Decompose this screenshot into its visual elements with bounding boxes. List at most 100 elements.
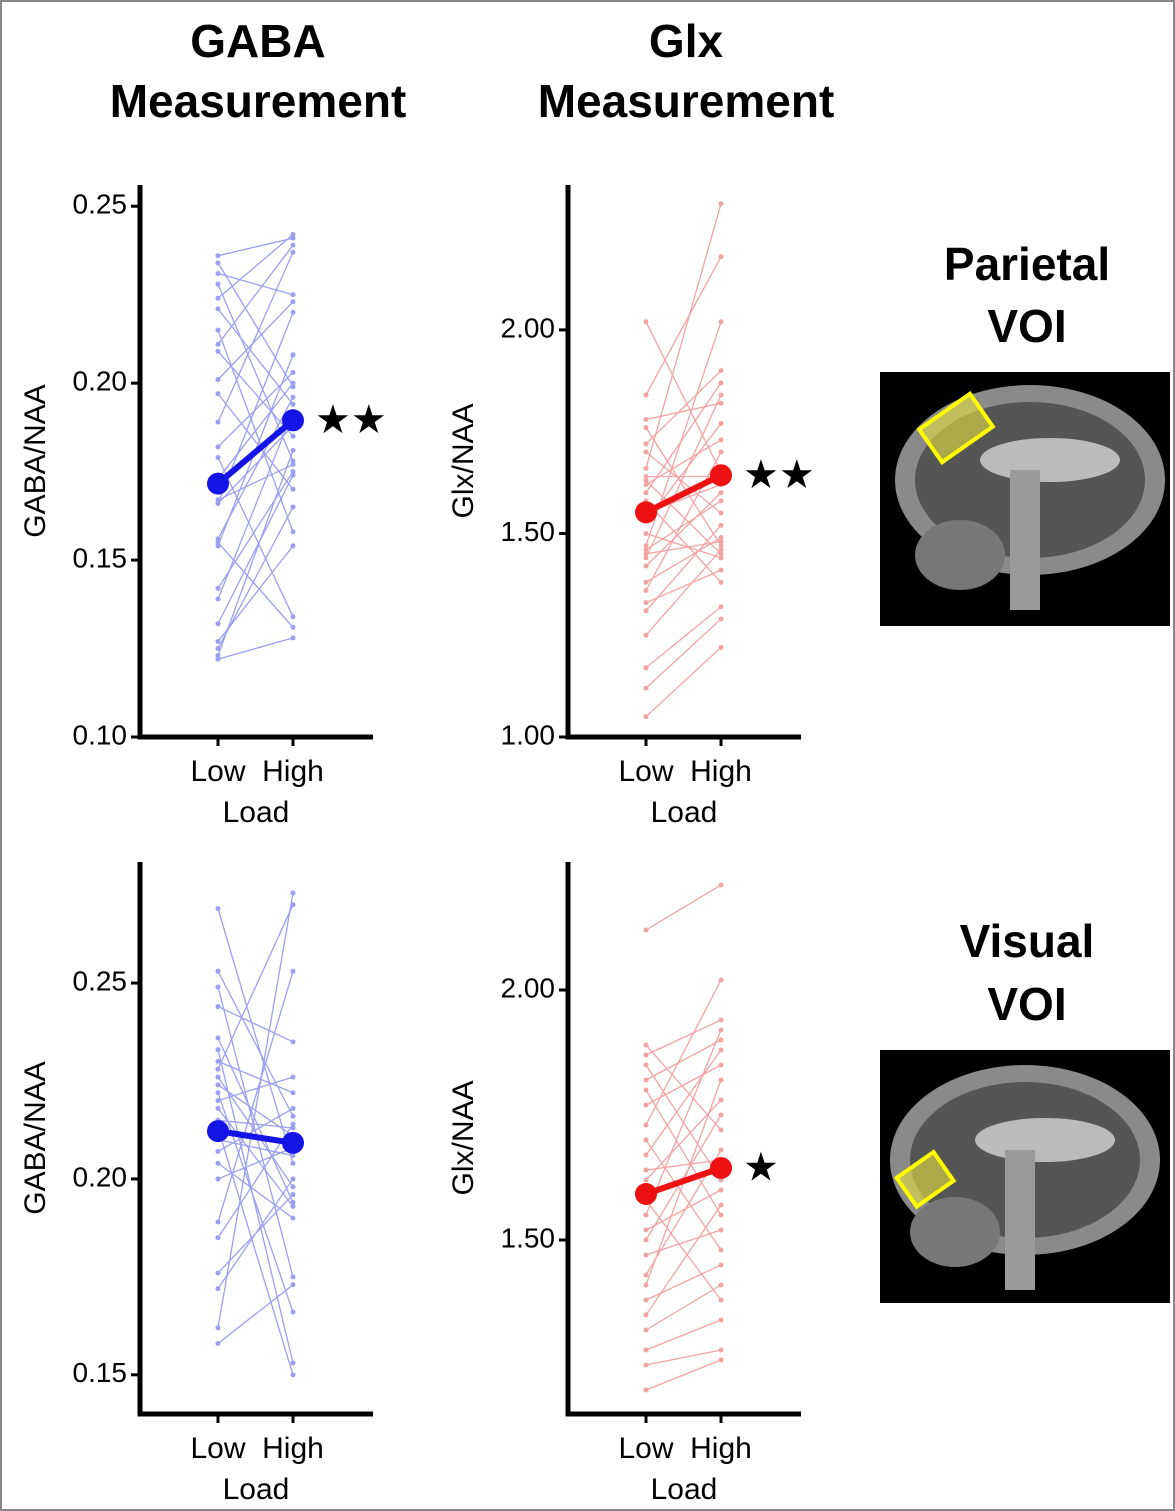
mean-point xyxy=(710,1157,732,1179)
subject-point xyxy=(719,511,724,516)
y-tick-label: 0.10 xyxy=(73,719,128,750)
y-tick-label: 0.15 xyxy=(73,542,128,573)
y-tick-label: 1.50 xyxy=(501,516,556,547)
subject-point xyxy=(719,1038,724,1043)
subject-point xyxy=(216,906,221,911)
subject-point xyxy=(644,1273,649,1278)
column-title: Glx xyxy=(649,15,724,67)
subject-point xyxy=(719,1263,724,1268)
subject-point xyxy=(644,600,649,605)
subject-point xyxy=(644,482,649,487)
subject-point xyxy=(291,1282,296,1287)
subject-point xyxy=(719,1128,724,1133)
subject-point xyxy=(291,1090,296,1095)
subject-point xyxy=(719,883,724,888)
subject-point xyxy=(644,1253,649,1258)
subject-point xyxy=(719,1048,724,1053)
subject-point xyxy=(216,444,221,449)
subject-point xyxy=(719,1358,724,1363)
subject-point xyxy=(291,434,296,439)
subject-point xyxy=(216,296,221,301)
subject-point xyxy=(644,1043,649,1048)
mean-point xyxy=(635,1183,657,1205)
subject-point xyxy=(216,1341,221,1346)
subject-point xyxy=(719,1098,724,1103)
subject-point xyxy=(644,665,649,670)
subject-point xyxy=(291,1274,296,1279)
subject-point xyxy=(644,1298,649,1303)
page: GABA Measurement Glx Measurement Parieta… xyxy=(0,0,1175,1511)
subject-point xyxy=(719,547,724,552)
subject-point xyxy=(216,1149,221,1154)
subject-point xyxy=(644,608,649,613)
subject-point xyxy=(719,393,724,398)
subject-point xyxy=(719,254,724,259)
mean-point xyxy=(710,464,732,486)
subject-point xyxy=(644,1053,649,1058)
subject-point xyxy=(291,1310,296,1315)
subject-point xyxy=(644,1228,649,1233)
x-axis-title: Load xyxy=(651,1473,718,1506)
row-label: VOI xyxy=(987,300,1066,352)
subject-point xyxy=(291,1114,296,1119)
subject-point xyxy=(719,319,724,324)
y-tick-label: 1.50 xyxy=(501,1222,556,1253)
subject-point xyxy=(216,1220,221,1225)
significance: ★★ xyxy=(743,453,815,497)
subject-point xyxy=(216,271,221,276)
subject-point xyxy=(719,1203,724,1208)
subject-point xyxy=(216,253,221,258)
subject-point xyxy=(291,395,296,400)
subject-point xyxy=(644,686,649,691)
column-title: GABA xyxy=(190,15,325,67)
subject-point xyxy=(216,1059,221,1064)
subject-point xyxy=(291,1122,296,1127)
subject-point xyxy=(291,1204,296,1209)
subject-point xyxy=(216,621,221,626)
subject-point xyxy=(644,714,649,719)
column-title: Measurement xyxy=(538,75,835,127)
subject-point xyxy=(216,1075,221,1080)
subject-point xyxy=(719,580,724,585)
mean-point xyxy=(635,501,657,523)
subject-point xyxy=(291,250,296,255)
subject-point xyxy=(644,417,649,422)
y-tick-label: 2.00 xyxy=(501,972,556,1003)
subject-point xyxy=(291,529,296,534)
subject-point xyxy=(291,505,296,510)
subject-point xyxy=(644,1363,649,1368)
y-tick-label: 2.00 xyxy=(501,312,556,343)
subject-point xyxy=(719,1228,724,1233)
subject-point xyxy=(719,1018,724,1023)
x-tick-label: High xyxy=(690,755,752,788)
x-tick-label: High xyxy=(262,755,324,788)
subject-point xyxy=(291,381,296,386)
subject-point xyxy=(291,402,296,407)
subject-point xyxy=(216,1090,221,1095)
y-axis-title: GABA/NAA xyxy=(19,384,52,537)
subject-point xyxy=(216,1067,221,1072)
subject-point xyxy=(291,614,296,619)
subject-point xyxy=(291,969,296,974)
subject-point xyxy=(644,441,649,446)
subject-point xyxy=(719,368,724,373)
y-tick-label: 0.25 xyxy=(73,965,128,996)
subject-point xyxy=(644,1063,649,1068)
subject-point xyxy=(216,1106,221,1111)
subject-point xyxy=(719,380,724,385)
subject-point xyxy=(644,1168,649,1173)
subject-point xyxy=(216,1047,221,1052)
subject-point xyxy=(291,1075,296,1080)
subject-point xyxy=(291,310,296,315)
subject-point xyxy=(644,450,649,455)
subject-point xyxy=(644,1138,649,1143)
subject-point xyxy=(644,1088,649,1093)
subject-point xyxy=(719,1028,724,1033)
row-label: Visual xyxy=(960,915,1095,967)
subject-point xyxy=(719,1113,724,1118)
subject-point xyxy=(216,342,221,347)
y-tick-label: 0.20 xyxy=(73,366,128,397)
subject-point xyxy=(216,501,221,506)
subject-point xyxy=(719,450,724,455)
subject-point xyxy=(719,978,724,983)
